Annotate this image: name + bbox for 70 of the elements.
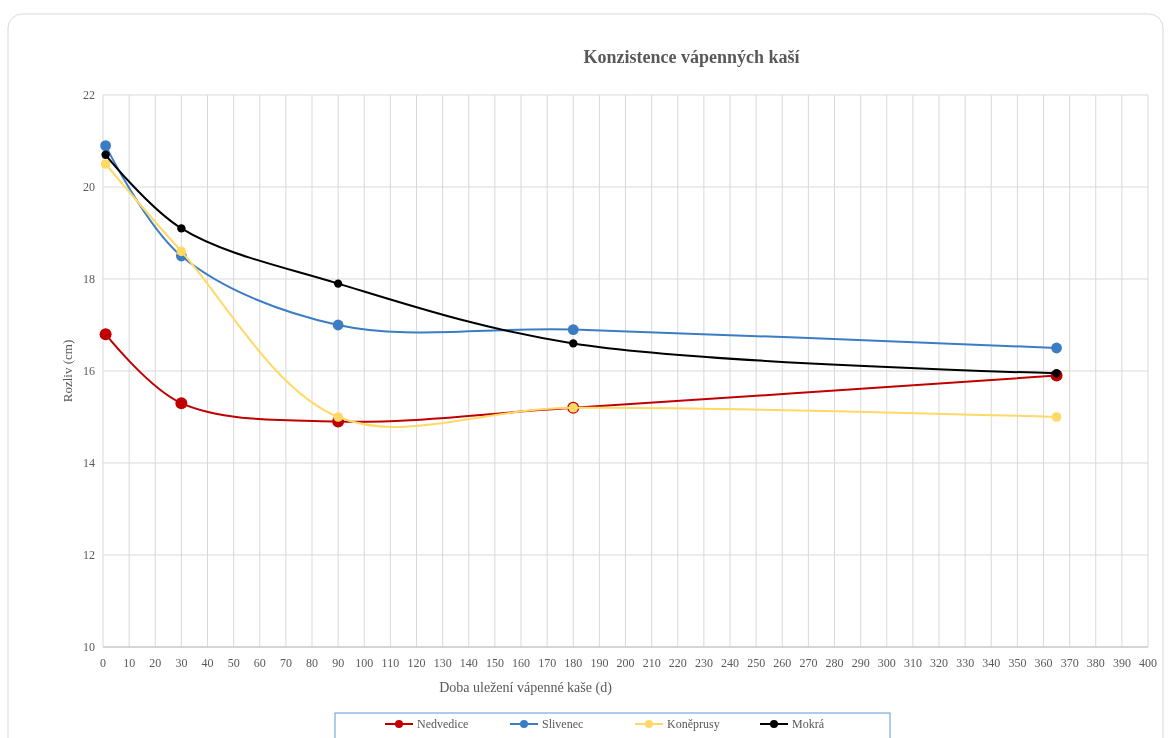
point <box>1051 342 1062 354</box>
legend-label: Mokrá <box>792 717 825 731</box>
x-tick-label: 250 <box>747 656 766 670</box>
x-tick-label: 70 <box>279 656 292 670</box>
point <box>569 339 578 348</box>
y-tick-label: 20 <box>83 180 95 194</box>
point <box>100 140 112 151</box>
x-tick-label: 100 <box>355 656 374 670</box>
point <box>1052 369 1061 378</box>
point <box>333 412 343 422</box>
point <box>333 279 343 288</box>
x-tick-label: 340 <box>982 656 1001 670</box>
x-tick-label: 200 <box>616 656 635 670</box>
x-tick-label: 10 <box>123 656 136 670</box>
x-tick-label: 290 <box>851 656 870 670</box>
point <box>567 324 579 335</box>
x-tick-label: 0 <box>100 656 106 670</box>
point <box>332 319 344 331</box>
x-tick-label: 360 <box>1034 656 1053 670</box>
x-tick-label: 150 <box>485 656 504 670</box>
x-tick-label: 190 <box>590 656 609 670</box>
y-tick-label: 12 <box>83 548 95 562</box>
point <box>101 150 110 159</box>
y-tick-label: 14 <box>83 456 95 470</box>
y-tick-label: 10 <box>83 640 95 654</box>
x-tick-label: 240 <box>721 656 739 670</box>
x-axis-title: Doba uležení vápenné kaše (d) <box>439 680 613 696</box>
x-tick-label: 40 <box>201 656 214 670</box>
x-tick-label: 300 <box>877 656 896 670</box>
x-tick-label: 140 <box>459 656 478 670</box>
legend-label: Nedvedice <box>417 717 469 731</box>
point <box>99 328 112 341</box>
x-tick-label: 110 <box>381 656 400 670</box>
x-tick-label: 120 <box>407 656 426 670</box>
y-tick-label: 16 <box>83 364 95 378</box>
x-tick-label: 370 <box>1060 656 1079 670</box>
x-tick-label: 260 <box>773 656 792 670</box>
y-axis-title: Rozliv (cm) <box>60 339 75 403</box>
x-tick-label: 160 <box>512 656 530 670</box>
point <box>177 224 186 233</box>
x-tick-label: 30 <box>175 656 188 670</box>
x-tick-label: 170 <box>538 656 557 670</box>
x-tick-label: 280 <box>825 656 844 670</box>
x-tick-label: 130 <box>433 656 452 670</box>
x-tick-label: 330 <box>956 656 975 670</box>
x-tick-label: 310 <box>903 656 922 670</box>
chart-title: Konzistence vápenných kaší <box>583 47 801 67</box>
x-tick-label: 60 <box>253 656 266 670</box>
legend-label: Koněprusy <box>667 717 720 731</box>
x-tick-label: 390 <box>1112 656 1131 670</box>
point <box>175 397 188 410</box>
x-tick-label: 230 <box>694 656 713 670</box>
point <box>1051 412 1062 422</box>
point <box>100 159 111 169</box>
x-tick-label: 90 <box>332 656 345 670</box>
x-tick-label: 20 <box>149 656 162 670</box>
x-tick-label: 220 <box>668 656 687 670</box>
x-tick-label: 210 <box>642 656 661 670</box>
x-tick-label: 380 <box>1086 656 1105 670</box>
x-tick-label: 270 <box>799 656 818 670</box>
legend-label: Slivenec <box>542 717 584 731</box>
x-tick-label: 350 <box>1008 656 1027 670</box>
x-tick-label: 50 <box>227 656 240 670</box>
x-tick-label: 180 <box>564 656 583 670</box>
y-tick-label: 22 <box>83 88 95 102</box>
x-tick-label: 400 <box>1139 656 1157 670</box>
x-tick-label: 320 <box>930 656 948 670</box>
point <box>176 246 187 257</box>
x-tick-label: 80 <box>306 656 318 670</box>
y-tick-label: 18 <box>83 272 95 286</box>
